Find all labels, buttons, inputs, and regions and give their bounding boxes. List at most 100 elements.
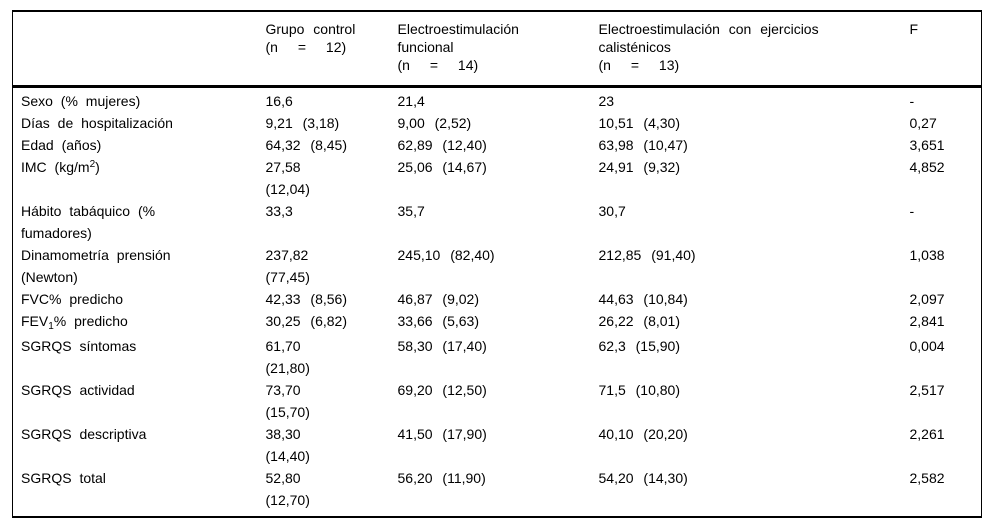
table-cell: 71,5 (10,80) (598, 382, 681, 398)
table-cell: 61,70 (21,80) (265, 338, 310, 376)
table-cell: 30,25 (6,82) (265, 313, 348, 329)
table-cell: 2,841 (909, 313, 945, 329)
row-label-text: SGRQS descriptiva (21, 426, 147, 442)
table-cell: 33,66 (5,63) (397, 313, 480, 329)
row-label: Dinamometría prensión (Newton) (13, 244, 266, 288)
table-cell: 35,7 (397, 203, 425, 219)
table-cell: 237,82 (77,45) (265, 247, 310, 285)
table-row: SGRQS síntomas 61,70 (21,80) 58,30 (17,40)… (13, 335, 982, 379)
column-sample-size: (n = 14) (397, 57, 479, 73)
table-row: Dinamometría prensión (Newton) 237,82 (77… (13, 244, 982, 288)
row-label: SGRQS actividad (13, 379, 266, 423)
row-label-text: Días de hospitalización (21, 115, 173, 131)
row-label: Días de hospitalización (13, 112, 266, 134)
table-cell: 0,27 (909, 115, 937, 131)
table-cell: 41,50 (17,90) (397, 426, 487, 442)
table-cell: 2,582 (909, 470, 945, 486)
row-label-text: FEV (21, 313, 49, 329)
row-label: SGRQS descriptiva (13, 423, 266, 467)
table-cell: 2,097 (909, 291, 945, 307)
table-cell: 24,91 (9,32) (598, 159, 681, 175)
table-cell: 63,98 (10,47) (598, 137, 688, 153)
table-row: IMC (kg/m2) 27,58 (12,04) 25,06 (14,67) 24,… (13, 156, 982, 200)
row-label: SGRQS total (13, 467, 266, 517)
table-row: SGRQS descriptiva 38,30 (14,40) 41,50 (17,… (13, 423, 982, 467)
table-cell: 245,10 (82,40) (397, 247, 495, 263)
table-row: SGRQS actividad 73,70 (15,70) 69,20 (12,50… (13, 379, 982, 423)
table-cell: 69,20 (12,50) (397, 382, 487, 398)
table-cell: 73,70 (15,70) (265, 382, 310, 420)
table-cell: 40,10 (20,20) (598, 426, 688, 442)
column-sample-size: (n = 12) (265, 39, 347, 55)
table-row: Hábito tabáquico (% fumadores) 33,3 35,7 30… (13, 200, 982, 244)
table-cell: 54,20 (14,30) (598, 470, 688, 486)
row-label-text: Dinamometría prensión (Newton) (21, 247, 171, 285)
table-cell: 52,80 (12,70) (265, 470, 310, 508)
row-label: FVC% predicho (13, 288, 266, 310)
table-cell: 62,3 (15,90) (598, 338, 681, 354)
baseline-characteristics-table: Grupo control (n = 12) Electroestimulaci… (12, 10, 982, 518)
table-cell: 26,22 (8,01) (598, 313, 681, 329)
header-cell-electroestimulacion-funcional: Electroestimulación funcional (n = 14) (397, 11, 599, 88)
header-cell-electroestimulacion-calistenicos: Electroestimulación con ejercicios calis… (598, 11, 910, 88)
row-label: IMC (kg/m2) (13, 156, 266, 200)
table-cell: 33,3 (265, 203, 293, 219)
row-label-text: SGRQS síntomas (21, 338, 137, 354)
table-cell: - (909, 93, 915, 109)
header-cell-empty (12, 11, 266, 88)
header-cell-f-statistic: F (909, 11, 982, 88)
column-title: F (909, 21, 919, 37)
table-cell: 38,30 (14,40) (265, 426, 310, 464)
row-label-text: ) (95, 159, 100, 175)
row-label: Hábito tabáquico (% fumadores) (13, 200, 266, 244)
table-cell: 3,651 (909, 137, 945, 153)
column-title: Electroestimulación con ejercicios calis… (598, 21, 819, 55)
column-title: Electroestimulación funcional (397, 21, 519, 55)
column-title: Grupo control (265, 21, 356, 37)
subscript-text: 1 (48, 321, 54, 332)
superscript-text: 2 (89, 159, 96, 170)
table-row: Edad (años) 64,32 (8,45) 62,89 (12,40) 63,9… (13, 134, 982, 156)
table-row: Sexo (% mujeres) 16,6 21,4 23 - (13, 87, 982, 113)
column-sample-size: (n = 13) (598, 57, 680, 73)
table-cell: 64,32 (8,45) (265, 137, 348, 153)
table-row: SGRQS total 52,80 (12,70) 56,20 (11,90) 54,… (13, 467, 982, 517)
table-row: Días de hospitalización 9,21 (3,18) 9,00 (… (13, 112, 982, 134)
table-cell: 10,51 (4,30) (598, 115, 681, 131)
row-label-text: SGRQS actividad (21, 382, 135, 398)
row-label-text: FVC% predicho (21, 291, 124, 307)
table-cell: - (909, 203, 915, 219)
table-cell: 56,20 (11,90) (397, 470, 486, 486)
header-row: Grupo control (n = 12) Electroestimulaci… (12, 11, 982, 88)
table-cell: 44,63 (10,84) (598, 291, 688, 307)
row-label-text: % predicho (53, 313, 128, 329)
table-cell: 212,85 (91,40) (598, 247, 696, 263)
row-label: Sexo (% mujeres) (13, 87, 266, 113)
table-cell: 1,038 (909, 247, 945, 263)
table-cell: 0,004 (909, 338, 945, 354)
table-cell: 2,261 (909, 426, 945, 442)
table-cell: 58,30 (17,40) (397, 338, 487, 354)
table-cell: 2,517 (909, 382, 945, 398)
table-cell: 21,4 (397, 93, 425, 109)
table-cell: 46,87 (9,02) (397, 291, 480, 307)
table-cell: 42,33 (8,56) (265, 291, 348, 307)
table-row: FVC% predicho 42,33 (8,56) 46,87 (9,02) 44,… (13, 288, 982, 310)
row-label-text: Hábito tabáquico (% fumadores) (21, 203, 156, 241)
table-cell: 23 (598, 93, 615, 109)
row-label-text: IMC (kg/m (21, 159, 90, 175)
table-body: Sexo (% mujeres) 16,6 21,4 23 - Días de hospi… (13, 87, 982, 518)
table-cell: 9,00 (2,52) (397, 115, 472, 131)
row-label: FEV1% predicho (13, 310, 266, 335)
row-label-text: SGRQS total (21, 470, 106, 486)
table-cell: 4,852 (909, 159, 945, 175)
table-row: FEV1% predicho 30,25 (6,82) 33,66 (5,63) 26… (13, 310, 982, 335)
table-cell: 27,58 (12,04) (265, 159, 310, 197)
row-label: SGRQS síntomas (13, 335, 266, 379)
table-header: Grupo control (n = 12) Electroestimulaci… (12, 11, 982, 88)
row-label: Edad (años) (13, 134, 266, 156)
row-label-text: Sexo (% mujeres) (21, 93, 141, 109)
table-cell: 25,06 (14,67) (397, 159, 487, 175)
table-cell: 30,7 (598, 203, 626, 219)
